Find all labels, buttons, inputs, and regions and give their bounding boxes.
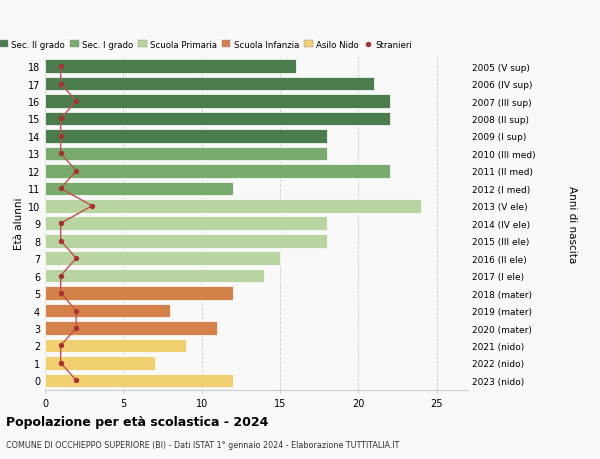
Text: COMUNE DI OCCHIEPPO SUPERIORE (BI) - Dati ISTAT 1° gennaio 2024 - Elaborazione T: COMUNE DI OCCHIEPPO SUPERIORE (BI) - Dat… [6,440,400,449]
Point [56,290,65,297]
Point [56,116,65,123]
Bar [45,95,389,109]
Legend: Sec. II grado, Sec. I grado, Scuola Primaria, Scuola Infanzia, Asilo Nido, Stran: Sec. II grado, Sec. I grado, Scuola Prim… [0,41,412,50]
Bar [45,200,421,213]
Point [71,325,81,332]
Point [56,342,65,349]
Bar [45,287,233,300]
Bar [45,130,327,144]
Bar [45,165,389,178]
Point [71,307,81,314]
Bar [45,252,280,265]
Y-axis label: Anni di nascita: Anni di nascita [568,185,577,262]
Bar [45,304,170,318]
Point [71,98,81,106]
Bar [45,78,374,91]
Y-axis label: Età alunni: Età alunni [14,197,23,250]
Bar [45,147,327,161]
Point [56,272,65,280]
Bar [45,182,233,196]
Bar [45,60,296,74]
Point [56,151,65,158]
Point [56,359,65,367]
Bar [45,321,217,335]
Point [56,237,65,245]
Point [56,220,65,228]
Point [71,168,81,175]
Bar [45,112,389,126]
Point [56,185,65,193]
Bar [45,339,186,353]
Point [71,255,81,262]
Point [56,81,65,88]
Bar [45,235,327,248]
Bar [45,217,327,230]
Point [56,133,65,140]
Bar [45,374,233,387]
Point [87,203,97,210]
Bar [45,269,265,283]
Text: Popolazione per età scolastica - 2024: Popolazione per età scolastica - 2024 [6,415,268,428]
Point [56,63,65,71]
Point [71,377,81,384]
Bar [45,356,155,370]
